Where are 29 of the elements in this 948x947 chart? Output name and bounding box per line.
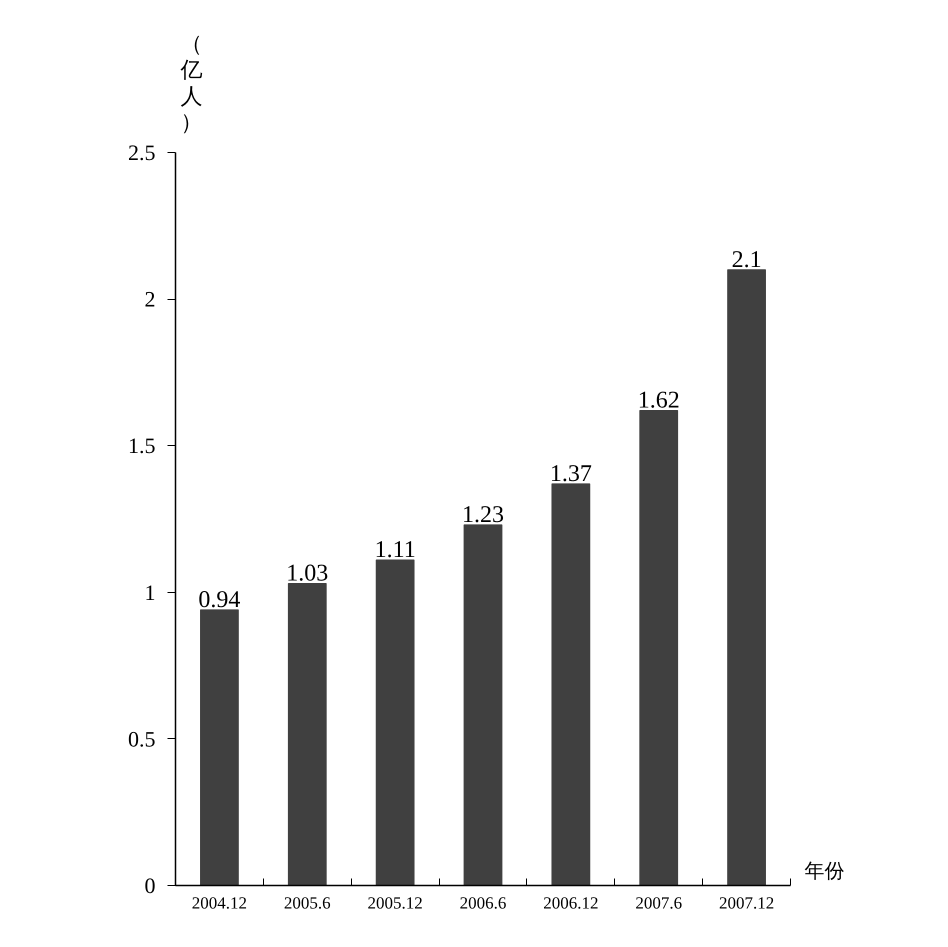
y-tick-label: 1.5 xyxy=(128,433,156,458)
data-label: 1.37 xyxy=(550,460,592,487)
bar xyxy=(727,269,766,886)
x-tick-label: 2006.12 xyxy=(543,894,598,912)
bar xyxy=(288,583,327,886)
x-tick-label: 2007.12 xyxy=(718,894,774,912)
y-tick-label: 2 xyxy=(144,286,156,312)
data-label: 0.94 xyxy=(198,586,240,613)
x-tick-label: 2006.6 xyxy=(460,894,506,912)
data-label: 1.23 xyxy=(462,502,504,528)
data-label: 1.62 xyxy=(638,388,680,414)
x-tick-label: 2005.6 xyxy=(284,894,331,912)
y-tick-label: 1 xyxy=(144,580,156,605)
data-label: 1.03 xyxy=(286,560,328,587)
y-axis-title: （亿人） xyxy=(180,30,202,134)
data-label: 1.11 xyxy=(374,537,416,564)
data-label: 2.1 xyxy=(732,246,762,273)
y-tick-label: 0.5 xyxy=(128,726,156,752)
x-tick-label: 2005.12 xyxy=(368,894,423,912)
x-tick-label: 2007.6 xyxy=(635,894,682,912)
y-tick-label: 2.5 xyxy=(128,140,156,165)
bar xyxy=(200,609,239,886)
bar xyxy=(639,410,678,886)
bar xyxy=(376,560,415,886)
y-tick-label: 0 xyxy=(144,873,156,898)
bar xyxy=(551,483,590,886)
bar xyxy=(464,524,502,886)
x-tick-label: 2004.12 xyxy=(192,894,248,912)
x-axis-title: 年份 xyxy=(804,860,844,882)
